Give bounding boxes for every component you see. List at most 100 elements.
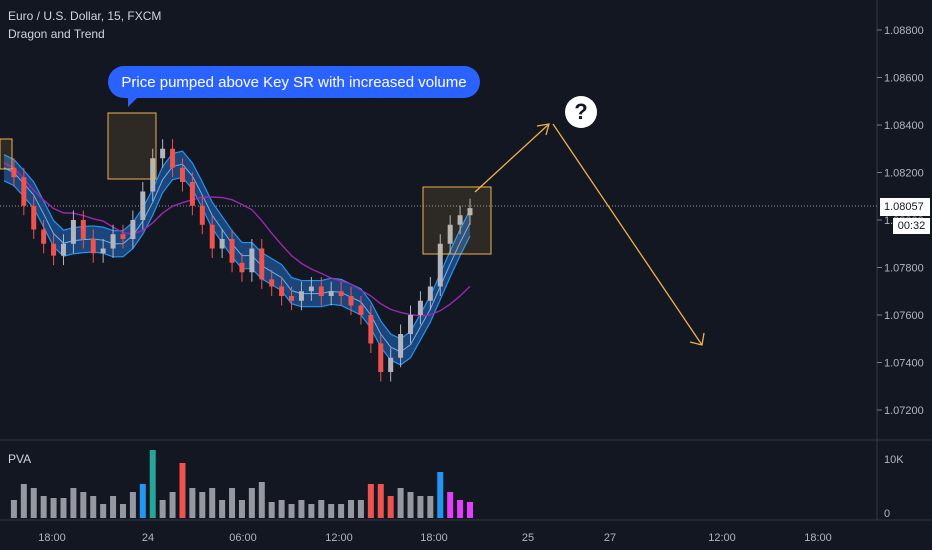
candle-body bbox=[388, 357, 394, 372]
candle-body bbox=[150, 158, 156, 192]
volume-pane-title: PVA bbox=[8, 452, 32, 466]
arrow-down-head bbox=[689, 332, 705, 346]
candles bbox=[11, 139, 473, 382]
candle-body bbox=[308, 286, 314, 292]
candle-body bbox=[209, 224, 215, 249]
volume-bar bbox=[50, 498, 57, 518]
volume-bar bbox=[348, 500, 355, 518]
x-tick-label: 18:00 bbox=[804, 532, 832, 544]
candle-body bbox=[60, 243, 66, 256]
candle-body bbox=[80, 220, 86, 239]
y-tick-label: 1.08200 bbox=[884, 168, 924, 180]
candle-body bbox=[417, 300, 423, 315]
candle-body bbox=[90, 239, 96, 254]
volume-bar bbox=[30, 488, 37, 518]
volume-bar bbox=[288, 504, 295, 518]
band-middle bbox=[3, 163, 471, 353]
x-tick-label: 25 bbox=[522, 532, 534, 544]
arrow-down-line bbox=[552, 123, 703, 346]
time-axis: 18:00 24 06:00 12:00 18:00 25 27 12:00 18:00 bbox=[38, 532, 832, 544]
volume-bar bbox=[100, 504, 107, 518]
candle-body bbox=[298, 291, 304, 301]
volume-bar bbox=[139, 484, 146, 518]
volume-bar bbox=[80, 492, 87, 518]
volume-bar bbox=[179, 463, 186, 518]
y-tick-label: 1.07200 bbox=[884, 405, 924, 417]
candle-body bbox=[398, 334, 404, 358]
candle-body bbox=[110, 234, 116, 249]
volume-bar bbox=[417, 496, 424, 518]
candle-body bbox=[348, 296, 354, 306]
volume-bar bbox=[90, 496, 97, 518]
volume-bar bbox=[258, 482, 265, 518]
y-tick-label: 1.08800 bbox=[884, 25, 924, 37]
volume-bar bbox=[110, 496, 117, 518]
volume-bar bbox=[387, 496, 394, 518]
volume-bar bbox=[308, 504, 315, 518]
volume-bar bbox=[189, 488, 196, 518]
highlight-box-spike bbox=[107, 112, 157, 180]
symbol-title: Euro / U.S. Dollar, 15, FXCM bbox=[8, 9, 162, 23]
x-tick-label: 12:00 bbox=[708, 532, 736, 544]
volume-bar bbox=[238, 500, 245, 518]
candle-body bbox=[279, 286, 285, 296]
highlight-box-left bbox=[0, 138, 13, 170]
arrow-up-line bbox=[474, 123, 550, 193]
candle-body bbox=[11, 167, 17, 178]
candle-body bbox=[328, 291, 334, 296]
candle-body bbox=[358, 305, 364, 315]
candle-body bbox=[269, 279, 275, 287]
candle-body bbox=[408, 315, 414, 334]
volume-bar bbox=[298, 500, 305, 518]
x-tick-label: 27 bbox=[604, 532, 616, 544]
volume-bar bbox=[60, 498, 67, 518]
volume-bar bbox=[397, 488, 404, 518]
price-axis: 1.088001.086001.084001.082001.080001.078… bbox=[877, 25, 924, 417]
volume-tick-label: 10K bbox=[884, 454, 904, 466]
volume-bar bbox=[149, 450, 156, 518]
volume-bar bbox=[447, 492, 454, 518]
candle-body bbox=[199, 205, 205, 225]
volume-bar bbox=[338, 504, 345, 518]
volume-bar bbox=[318, 500, 325, 518]
candle-body bbox=[130, 220, 136, 239]
volume-axis: 10K 0 bbox=[884, 454, 904, 520]
highlight-boxes bbox=[0, 112, 492, 255]
y-tick-label: 1.08400 bbox=[884, 120, 924, 132]
y-tick-label: 1.07600 bbox=[884, 310, 924, 322]
candle-body bbox=[368, 315, 374, 344]
y-tick-label: 1.07800 bbox=[884, 263, 924, 275]
candle-body bbox=[447, 224, 453, 244]
candle-body bbox=[189, 182, 195, 206]
candle-body bbox=[467, 208, 473, 216]
x-tick-label: 06:00 bbox=[229, 532, 257, 544]
volume-bar bbox=[199, 492, 206, 518]
volume-bar bbox=[328, 504, 335, 518]
candle-body bbox=[21, 177, 27, 206]
volume-bar bbox=[229, 488, 236, 518]
candle-body bbox=[120, 234, 126, 239]
candle-body bbox=[170, 148, 176, 168]
volume-bar bbox=[268, 502, 275, 518]
volume-bars bbox=[10, 450, 473, 518]
volume-bar bbox=[367, 484, 374, 518]
x-tick-label: 18:00 bbox=[420, 532, 448, 544]
volume-bar bbox=[467, 502, 473, 518]
countdown-badge: 00:32 bbox=[893, 218, 930, 234]
y-tick-label: 1.07400 bbox=[884, 358, 924, 370]
question-mark-icon: ? bbox=[565, 96, 597, 128]
candle-body bbox=[259, 248, 265, 280]
volume-bar bbox=[377, 484, 384, 518]
y-tick-label: 1.08600 bbox=[884, 73, 924, 85]
candle-body bbox=[140, 191, 146, 220]
x-tick-label: 12:00 bbox=[325, 532, 353, 544]
volume-bar bbox=[70, 488, 77, 518]
annotation-callout: Price pumped above Key SR with increased… bbox=[108, 66, 480, 107]
volume-bar bbox=[278, 500, 285, 518]
trend-line bbox=[3, 162, 471, 317]
x-tick-label: 18:00 bbox=[38, 532, 66, 544]
candle-body bbox=[51, 243, 57, 256]
candle-body bbox=[289, 296, 295, 301]
candle-body bbox=[437, 243, 443, 287]
